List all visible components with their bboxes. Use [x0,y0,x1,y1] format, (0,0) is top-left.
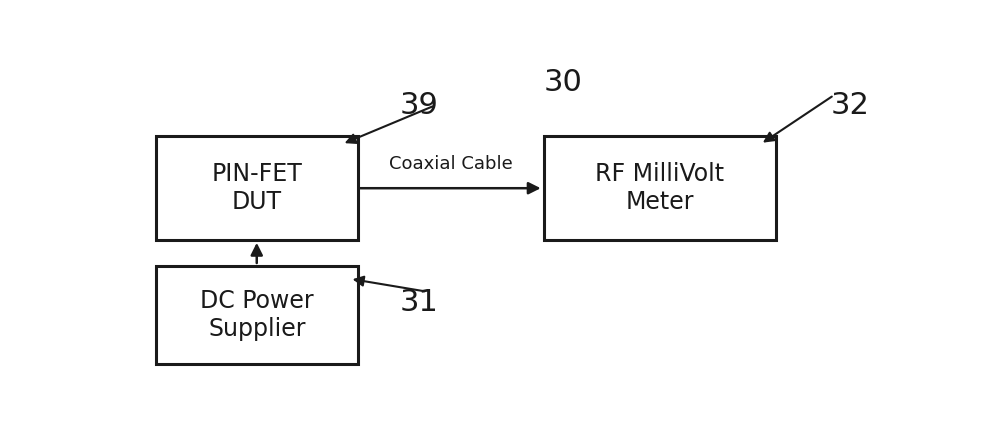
Text: 39: 39 [400,91,439,120]
Text: 31: 31 [400,287,439,316]
Text: 30: 30 [543,67,582,97]
Text: DC Power
Supplier: DC Power Supplier [200,289,314,341]
Bar [156,266,358,364]
Text: RF MilliVolt
Meter: RF MilliVolt Meter [595,162,724,214]
Text: PIN-FET
DUT: PIN-FET DUT [211,162,302,214]
Text: 32: 32 [830,91,869,120]
Text: Coaxial Cable: Coaxial Cable [389,155,512,173]
Bar [544,136,776,240]
Bar [156,136,358,240]
